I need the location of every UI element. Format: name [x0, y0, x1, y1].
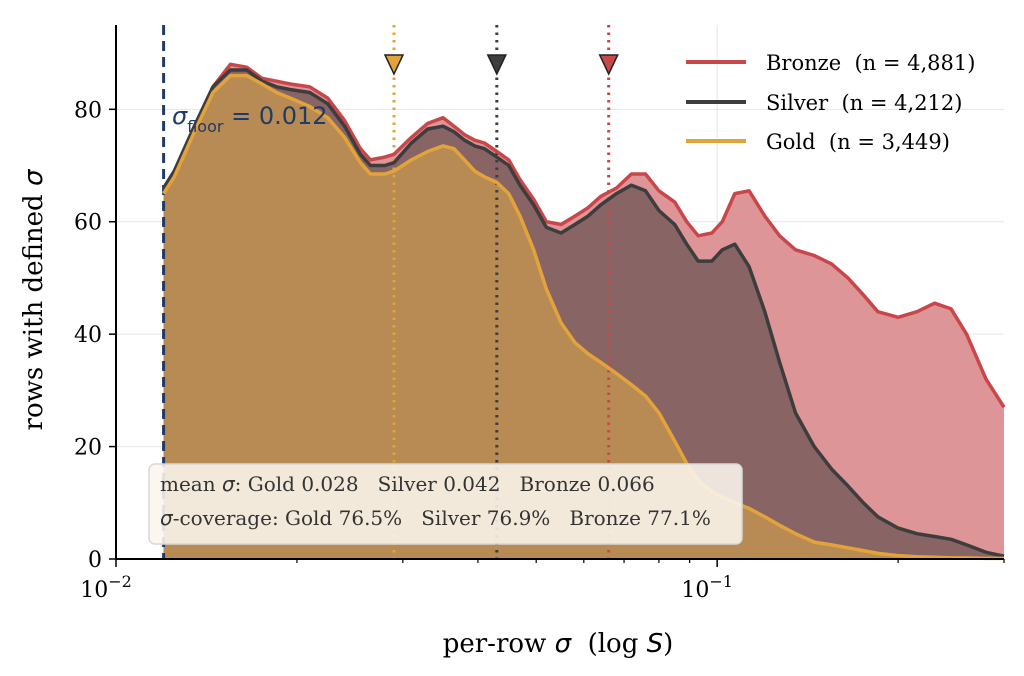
floor-value: = 0.012 [223, 102, 327, 130]
floor-sigma: σ [172, 102, 188, 130]
line-bronze [162, 62, 1006, 409]
stats-mean-sigma: σ [222, 472, 236, 496]
y-axis-label-sigma: σ [19, 168, 49, 186]
x-tick-label: 10−1 [681, 572, 733, 603]
x-axis-label-mid: (log [571, 629, 647, 659]
y-axis-label-prefix: rows with defined [19, 186, 49, 430]
x-axis-label-s: S [647, 629, 664, 659]
x-axis-label: per-row σ (log S) [443, 629, 674, 659]
legend-label-bronze: Bronze (n = 4,881) [766, 51, 975, 75]
stats-coverage-sigma: σ [160, 506, 174, 530]
mean-markers [383, 54, 619, 76]
x-axis-label-sigma: σ [555, 629, 573, 659]
stats-mean-prefix: mean [160, 472, 222, 496]
mean-marker-gold [383, 54, 405, 76]
stats-box-background [148, 463, 743, 545]
x-axis-label-suffix: ) [663, 629, 673, 659]
y-tick-label: 20 [74, 436, 102, 461]
stats-coverage-line: σ-coverage: Gold 76.5% Silver 76.9% Bron… [160, 506, 711, 530]
y-tick-label: 60 [74, 211, 102, 236]
floor-label: σfloor = 0.012 [172, 102, 328, 136]
floor-subscript: floor [187, 117, 224, 136]
y-tick-label: 40 [74, 323, 102, 348]
stats-box: mean σ: Gold 0.028 Silver 0.042 Bronze 0… [148, 463, 743, 545]
series-areas [163, 64, 1005, 560]
x-tick-label: 10−2 [80, 572, 132, 603]
mean-marker-silver [486, 54, 508, 76]
stats-mean-values: : Gold 0.028 Silver 0.042 Bronze 0.066 [235, 472, 655, 496]
y-axis-label: rows with defined σ [19, 168, 49, 430]
mean-marker-bronze [598, 54, 619, 76]
legend: Bronze (n = 4,881) Silver (n = 4,212) Go… [686, 51, 975, 154]
legend-label-silver: Silver (n = 4,212) [766, 91, 962, 115]
series-lines [162, 62, 1006, 561]
y-tick-label: 80 [74, 98, 102, 123]
stats-coverage-values: -coverage: Gold 76.5% Silver 76.9% Bronz… [173, 506, 711, 530]
stats-mean-line: mean σ: Gold 0.028 Silver 0.042 Bronze 0… [160, 472, 655, 496]
axes: 0 20 40 60 80 10−2 10−1 [74, 25, 1005, 603]
x-axis-label-prefix: per-row [443, 629, 555, 659]
line-gold [162, 73, 1004, 561]
legend-label-gold: Gold (n = 3,449) [766, 130, 950, 154]
area-gold [163, 75, 1005, 559]
line-silver [162, 68, 1005, 558]
y-tick-label: 0 [88, 548, 102, 573]
